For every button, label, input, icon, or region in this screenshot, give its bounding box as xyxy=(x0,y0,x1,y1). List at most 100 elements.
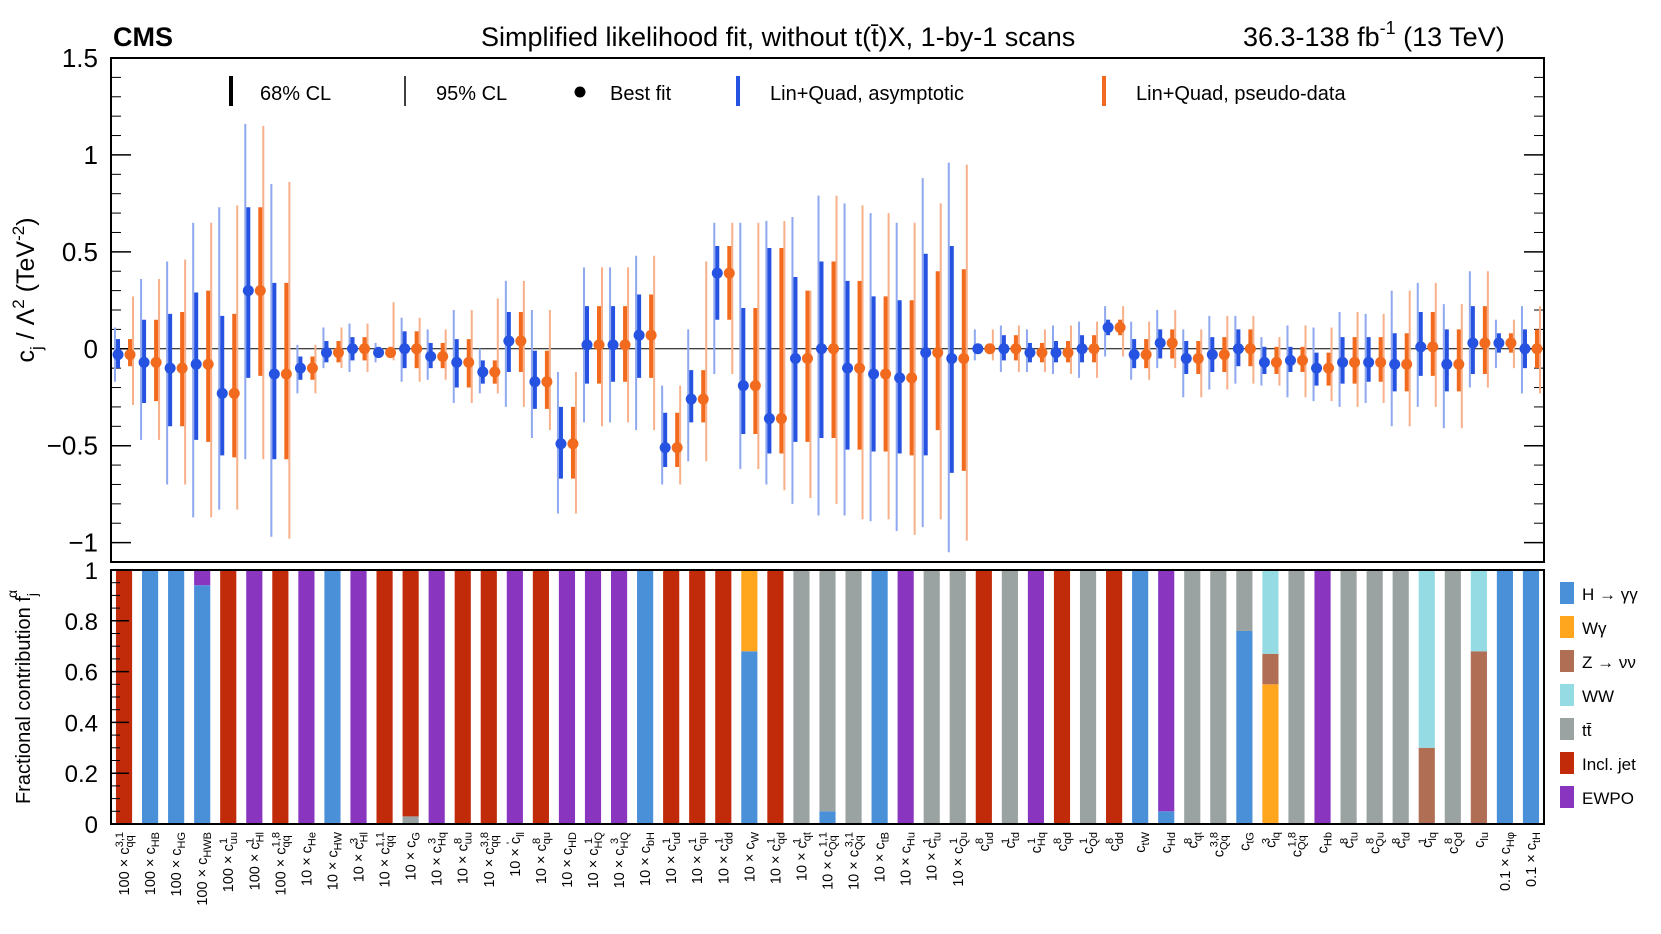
bar-segment-tt xyxy=(1210,570,1227,824)
x-category-label: 10 × cqq1,1 xyxy=(375,832,397,887)
best-fit-point xyxy=(1270,356,1282,368)
x-category-label: 10 × cll' xyxy=(505,832,527,877)
x-category-label: 10 × cG xyxy=(404,832,423,880)
legend-label-tt: tt̄ xyxy=(1582,721,1592,740)
best-fit-point xyxy=(242,285,254,297)
best-fit-point xyxy=(254,285,266,297)
x-category-label: 10 × cHe xyxy=(299,832,318,886)
bar-segment-ewpo xyxy=(584,570,602,824)
bar-segment-jet xyxy=(480,570,497,824)
x-category-label: 0.1 × cHφ xyxy=(1498,832,1517,891)
bar-segment-ewpo xyxy=(610,570,628,824)
bar-segment-hgg xyxy=(1496,570,1513,824)
best-fit-point xyxy=(202,358,214,370)
x-category-label: ctW xyxy=(1133,831,1152,852)
experiment-label: CMS xyxy=(113,22,173,52)
bottom-stacked-bars xyxy=(115,570,1540,824)
bar-segment-znn xyxy=(1470,651,1487,824)
bar-segment-hgg xyxy=(1236,630,1253,824)
bar-segment-ewpo xyxy=(298,570,315,824)
x-category-label: 100 × cqq1,8 xyxy=(270,832,292,896)
bar-segment-hgg xyxy=(1522,570,1540,824)
best-fit-point xyxy=(737,380,749,392)
x-category-label: ctd1 xyxy=(1000,832,1022,848)
best-fit-point xyxy=(1401,358,1413,370)
bar-segment-tt xyxy=(1366,570,1383,824)
bar-segment-znn xyxy=(1262,653,1279,685)
x-category-label: 10 × cdd1 xyxy=(713,832,735,884)
bar-segment-jet xyxy=(1053,570,1071,824)
best-fit-point xyxy=(920,347,932,359)
best-fit-point xyxy=(619,339,631,351)
best-fit-point xyxy=(1088,343,1100,355)
best-fit-point xyxy=(659,442,671,454)
best-fit-point xyxy=(228,387,240,399)
best-fit-point xyxy=(1493,337,1505,349)
top-y-tick-label: 0.5 xyxy=(62,237,98,267)
bar-segment-jet xyxy=(975,570,992,824)
legend-pseudo-label: Lin+Quad, pseudo-data xyxy=(1136,83,1346,105)
best-fit-point xyxy=(555,438,567,450)
best-fit-point xyxy=(946,352,958,364)
best-fit-point xyxy=(1206,349,1218,361)
x-category-label: 100 × cHWB xyxy=(195,832,214,906)
x-category-label: 100 × cuu1 xyxy=(218,832,240,892)
best-fit-point xyxy=(906,372,918,384)
best-fit-point xyxy=(1505,337,1517,349)
x-category-label: ctG xyxy=(1237,832,1256,851)
best-fit-point xyxy=(842,362,854,374)
legend-best-fit-label: Best fit xyxy=(610,83,672,105)
best-fit-point xyxy=(1166,337,1178,349)
best-fit-point xyxy=(1024,347,1036,359)
bar-segment-hgg xyxy=(168,570,185,824)
best-fit-point xyxy=(541,376,553,388)
bar-segment-jet xyxy=(454,570,471,824)
best-fit-point xyxy=(789,352,801,364)
bar-segment-tt xyxy=(1236,570,1253,631)
best-fit-point xyxy=(1453,358,1465,370)
best-fit-point xyxy=(1519,343,1531,355)
best-fit-point xyxy=(216,387,228,399)
legend-label-jet: Incl. jet xyxy=(1582,755,1636,774)
bar-segment-tt xyxy=(1444,570,1461,824)
bar-segment-tt xyxy=(819,570,836,812)
bottom-y-tick-label: 0 xyxy=(85,812,98,839)
bar-segment-tt xyxy=(845,570,862,824)
bar-segment-jet xyxy=(402,570,419,817)
best-fit-point xyxy=(763,413,775,425)
x-category-label: 10 × cqu1 xyxy=(687,832,709,884)
best-fit-point xyxy=(347,343,359,355)
lumi-label: 36.3-138 fb-1 (13 TeV) xyxy=(1243,18,1505,52)
best-fit-point xyxy=(1244,343,1256,355)
x-category-label: cHd xyxy=(1159,832,1178,853)
legend-swatch-ewpo xyxy=(1560,786,1574,808)
best-fit-point xyxy=(1363,356,1375,368)
legend-swatch-tt xyxy=(1560,718,1574,740)
bar-segment-ww xyxy=(1418,570,1435,748)
best-fit-point xyxy=(176,362,188,374)
bar-segment-hgg xyxy=(1132,570,1149,824)
x-category-label: ctd8 xyxy=(1391,832,1413,848)
best-fit-point xyxy=(697,393,709,405)
legend-swatch-znn xyxy=(1560,650,1574,672)
bar-segment-tt xyxy=(1340,570,1357,824)
x-category-label: 10 × cqq3,8 xyxy=(479,832,501,887)
best-fit-point xyxy=(1036,347,1048,359)
bar-segment-ewpo xyxy=(246,570,263,824)
best-fit-point xyxy=(1323,362,1335,374)
best-fit-point xyxy=(124,349,136,361)
best-fit-point xyxy=(1062,347,1074,359)
bottom-axis-ticks: 1 0.8 0.6 0.4 0.2 0 xyxy=(65,558,129,839)
x-category-label: cHb xyxy=(1316,832,1335,853)
x-category-label: cQu8 xyxy=(1365,832,1387,854)
best-fit-point xyxy=(399,343,411,355)
best-fit-point xyxy=(529,376,541,388)
x-category-label: 10 × cHW xyxy=(325,831,344,890)
bar-segment-jet xyxy=(272,570,289,824)
best-fit-point xyxy=(1258,356,1270,368)
best-fit-point xyxy=(411,343,423,355)
x-category-label: 10 × cW xyxy=(742,831,761,882)
x-category-label: 100 × cHB xyxy=(143,832,162,895)
best-fit-point xyxy=(1180,352,1192,364)
best-fit-point xyxy=(320,347,332,359)
